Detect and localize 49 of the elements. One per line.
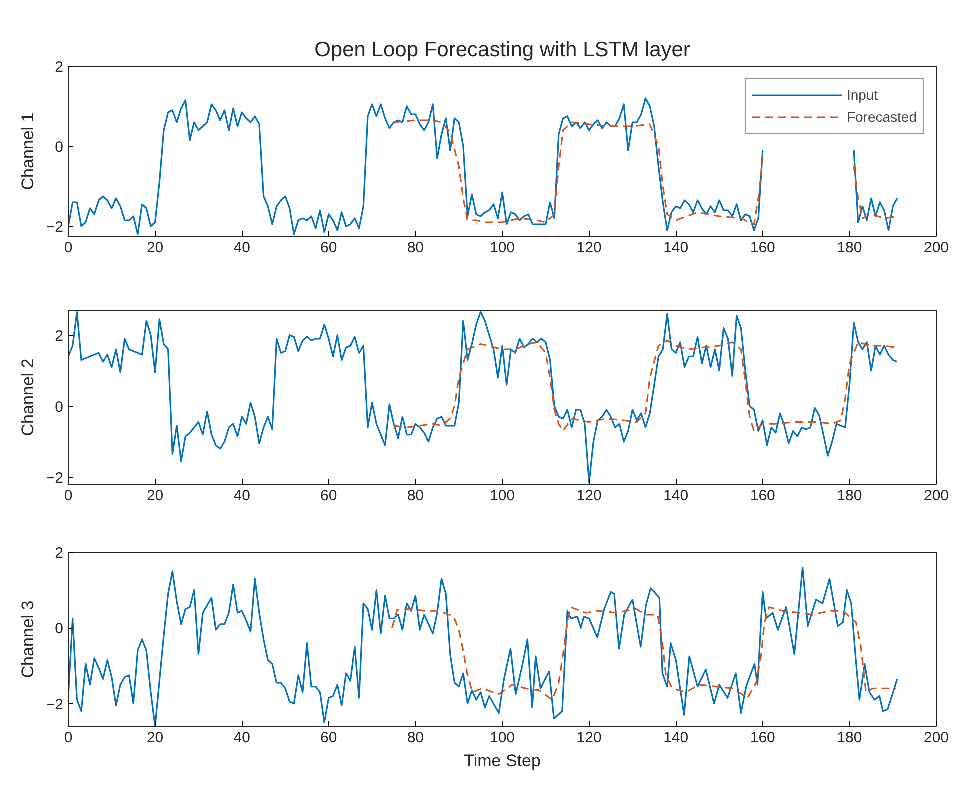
x-tick-label: 160 bbox=[750, 240, 776, 256]
x-tick-label: 160 bbox=[750, 730, 776, 746]
x-tick-label: 100 bbox=[490, 240, 516, 256]
y-tick-label: 2 bbox=[55, 328, 64, 345]
x-tick-label: 120 bbox=[576, 240, 602, 256]
x-tick-label: 40 bbox=[234, 240, 250, 256]
text: Forecasted bbox=[846, 109, 917, 125]
x-tick-label: 140 bbox=[664, 240, 689, 256]
y-tick-label: −2 bbox=[46, 696, 64, 714]
y-axis-title: Channel 1 bbox=[18, 112, 38, 190]
y-tick-label: −2 bbox=[46, 470, 64, 487]
line-series bbox=[391, 606, 898, 701]
x-tick-label: 200 bbox=[924, 730, 950, 746]
y-tick-label: −2 bbox=[46, 219, 64, 236]
x-tick-label: 120 bbox=[576, 488, 602, 504]
x-tick-label: 60 bbox=[320, 240, 338, 256]
y-tick-label: 0 bbox=[55, 398, 64, 416]
x-tick-label: 80 bbox=[407, 730, 424, 746]
x-tick-label: 100 bbox=[490, 488, 516, 504]
y-tick-label: 2 bbox=[55, 59, 64, 76]
x-tick-label: 20 bbox=[146, 488, 164, 504]
chart-title: Open Loop Forecasting with LSTM layer bbox=[314, 38, 690, 62]
x-tick-label: 200 bbox=[924, 240, 950, 256]
x-axis-title: Time Step bbox=[464, 752, 541, 770]
x-tick-label: 200 bbox=[924, 488, 950, 504]
x-tick-label: 120 bbox=[576, 730, 602, 746]
line-series bbox=[68, 566, 898, 726]
x-tick-label: 40 bbox=[234, 488, 250, 504]
x-tick-label: 40 bbox=[234, 730, 250, 746]
y-tick-label: 0 bbox=[55, 620, 64, 638]
x-tick-label: 60 bbox=[320, 488, 338, 504]
line-series bbox=[68, 311, 898, 484]
y-axis-title: Channel 3 bbox=[18, 600, 38, 678]
x-tick-label: 100 bbox=[490, 730, 516, 746]
x-tick-label: 180 bbox=[837, 240, 862, 256]
x-tick-label: 60 bbox=[320, 730, 338, 746]
x-tick-label: 180 bbox=[837, 488, 862, 504]
x-tick-label: 140 bbox=[664, 488, 689, 504]
y-tick-label: 0 bbox=[55, 139, 64, 156]
x-tick-label: 20 bbox=[146, 240, 164, 256]
x-tick-label: 80 bbox=[407, 488, 424, 504]
x-tick-label: 160 bbox=[750, 488, 776, 504]
x-tick-label: 20 bbox=[146, 730, 164, 746]
y-axis-title: Channel 2 bbox=[18, 358, 38, 436]
x-tick-label: 80 bbox=[407, 240, 424, 256]
y-tick-label: 2 bbox=[55, 545, 64, 562]
x-tick-label: 140 bbox=[664, 730, 689, 746]
x-tick-label: 180 bbox=[837, 730, 862, 746]
text: Input bbox=[846, 87, 878, 103]
